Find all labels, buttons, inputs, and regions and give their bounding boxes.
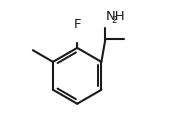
Text: NH: NH bbox=[105, 10, 125, 23]
Text: 2: 2 bbox=[112, 16, 117, 25]
Text: F: F bbox=[73, 18, 81, 31]
